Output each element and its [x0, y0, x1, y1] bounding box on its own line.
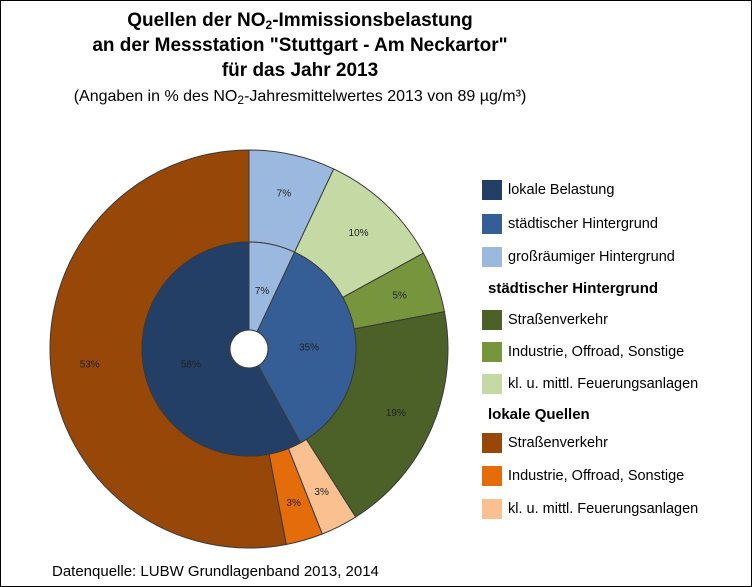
legend-item-staedtischer-hintergrund: städtischer Hintergrund — [482, 213, 658, 235]
legend-item-local-feuerung: kl. u. mittl. Feuerungsanlagen — [482, 498, 698, 520]
outer-ring-segment-label-3: 19% — [386, 408, 406, 419]
outer-ring-segment-label-0: 7% — [277, 188, 292, 199]
legend-label: Industrie, Offroad, Sonstige — [508, 344, 685, 360]
title-line-2: an der Messstation "Stuttgart - Am Necka… — [92, 35, 508, 56]
legend-label: Straßenverkehr — [508, 435, 608, 451]
legend-swatch — [482, 310, 502, 330]
legend-heading-local: lokale Quellen — [488, 406, 590, 423]
outer-ring-segment-label-4: 3% — [314, 487, 329, 498]
legend-label: kl. u. mittl. Feuerungsanlagen — [508, 501, 699, 517]
legend-swatch — [482, 499, 502, 519]
data-source: Datenquelle: LUBW Grundlagenband 2013, 2… — [52, 563, 379, 580]
inner-ring-segment-label-0: 7% — [255, 286, 270, 297]
legend-label: Industrie, Offroad, Sonstige — [508, 468, 685, 484]
title-line-3: für das Jahr 2013 — [221, 60, 379, 81]
legend-item-grossraeumiger-hintergrund: großräumiger Hintergrund — [482, 246, 675, 268]
legend-label: Straßenverkehr — [508, 312, 608, 328]
outer-ring-segment-label-5: 3% — [286, 498, 301, 509]
legend-label: lokale Belastung — [508, 182, 615, 198]
chart-subtitle: (Angaben in % des NO2-Jahresmittelwertes… — [73, 88, 527, 107]
legend-item-local-industrie: Industrie, Offroad, Sonstige — [482, 465, 684, 487]
legend-label: großräumiger Hintergrund — [508, 249, 675, 265]
legend-swatch — [482, 342, 502, 362]
inner-ring-segment-label-1: 35% — [299, 343, 319, 354]
outer-ring-segment-label-1: 10% — [349, 228, 369, 239]
legend-swatch — [482, 466, 502, 486]
chart-title: Quellen der NO2-Immissionsbelastung an d… — [0, 8, 600, 83]
legend-item-lokale-belastung: lokale Belastung — [482, 179, 614, 201]
legend-swatch — [482, 433, 502, 453]
outer-ring-segment-label-6: 53% — [80, 360, 100, 371]
legend-swatch — [482, 214, 502, 234]
legend-item-local-strassenverkehr: Straßenverkehr — [482, 432, 608, 454]
legend-item-urban-industrie: Industrie, Offroad, Sonstige — [482, 341, 684, 363]
donut-hole — [229, 329, 269, 369]
legend-label: kl. u. mittl. Feuerungsanlagen — [508, 376, 699, 392]
legend-heading-urban: städtischer Hintergrund — [488, 280, 659, 297]
legend-swatch — [482, 247, 502, 267]
legend-label: städtischer Hintergrund — [508, 216, 658, 232]
legend-swatch — [482, 180, 502, 200]
legend-swatch — [482, 374, 502, 394]
title-line-1: Quellen der NO2-Immissionsbelastung — [127, 10, 473, 32]
legend-item-urban-strassenverkehr: Straßenverkehr — [482, 309, 608, 331]
inner-ring-segment-label-2: 58% — [181, 359, 201, 370]
legend-item-urban-feuerung: kl. u. mittl. Feuerungsanlagen — [482, 373, 698, 395]
outer-ring-segment-label-2: 5% — [392, 290, 407, 301]
